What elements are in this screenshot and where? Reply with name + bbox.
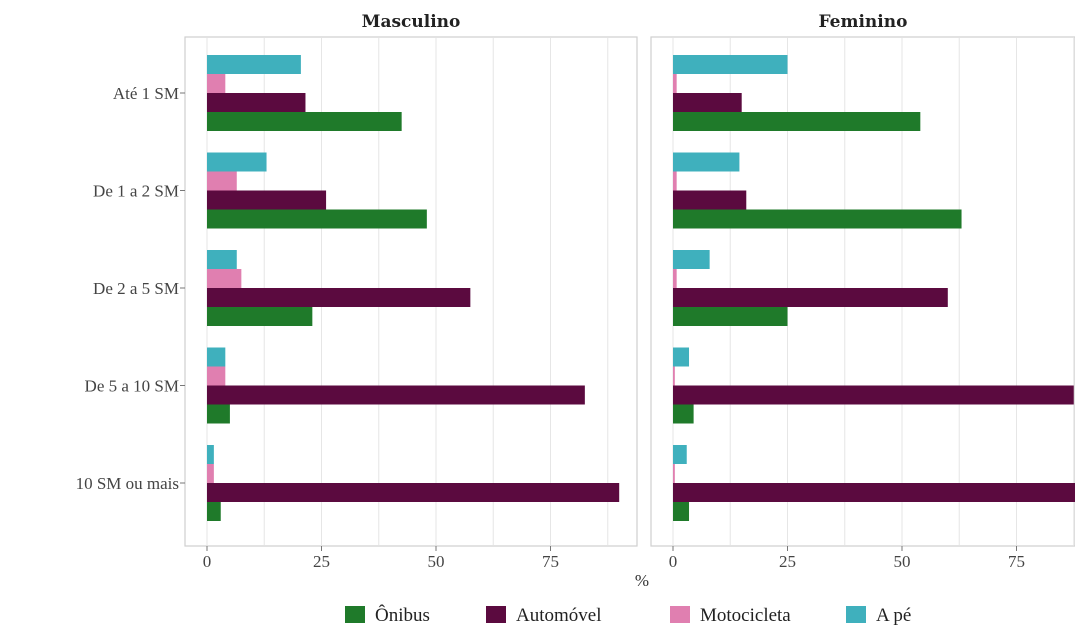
bar-feminino-onibus-ate-1-sm: [673, 112, 921, 131]
bar-masculino-onibus-10-sm-ou-mais: [207, 502, 221, 521]
bar-masculino-motocicleta-de-5-a-10-sm: [207, 366, 226, 386]
bar-masculino-onibus-de-2-a-5-sm: [207, 307, 313, 326]
legend-label: Ônibus: [375, 604, 430, 626]
bar-feminino-a-pe-ate-1-sm: [673, 55, 788, 74]
bar-masculino-automovel-ate-1-sm: [207, 93, 306, 112]
bar-masculino-automovel-de-1-a-2-sm: [207, 190, 327, 210]
bar-feminino-automovel-ate-1-sm: [673, 93, 742, 112]
bar-masculino-onibus-de-5-a-10-sm: [207, 404, 230, 424]
x-tick-label: 50: [894, 552, 911, 571]
bar-feminino-a-pe-de-2-a-5-sm: [673, 250, 710, 269]
legend-label: Automóvel: [516, 605, 602, 626]
category-label-de-5-a-10-sm: De 5 a 10 SM: [85, 377, 179, 396]
bar-masculino-automovel-de-5-a-10-sm: [207, 385, 585, 405]
bar-masculino-motocicleta-ate-1-sm: [207, 74, 226, 93]
x-tick-label: 75: [542, 552, 559, 571]
bar-masculino-onibus-de-1-a-2-sm: [207, 209, 427, 229]
category-label-de-1-a-2-sm: De 1 a 2 SM: [93, 182, 179, 201]
legend-swatch: [486, 606, 506, 623]
x-tick-label: 25: [779, 552, 796, 571]
bar-masculino-onibus-ate-1-sm: [207, 112, 402, 131]
bar-feminino-onibus-de-1-a-2-sm: [673, 209, 962, 229]
category-labels: Até 1 SM De 1 a 2 SM De 2 a 5 SM De 5 a 10 …: [76, 84, 185, 493]
category-label-de-2-a-5-sm: De 2 a 5 SM: [93, 279, 179, 298]
legend-swatch: [670, 606, 690, 623]
bar-masculino-automovel-de-2-a-5-sm: [207, 288, 471, 307]
bar-feminino-a-pe-10-sm-ou-mais: [673, 445, 687, 464]
bar-feminino-motocicleta-ate-1-sm: [673, 74, 677, 93]
panel-feminino: Feminino 0 25 50 75: [650, 12, 1075, 571]
legend-item-automovel: Automóvel: [486, 605, 602, 626]
bar-masculino-motocicleta-10-sm-ou-mais: [207, 464, 214, 483]
bar-masculino-a-pe-ate-1-sm: [207, 55, 301, 74]
x-tick-label: 50: [428, 552, 445, 571]
x-axis-title: %: [635, 571, 649, 590]
bar-feminino-motocicleta-de-5-a-10-sm: [673, 366, 675, 386]
bar-masculino-motocicleta-de-1-a-2-sm: [207, 171, 237, 191]
bar-feminino-motocicleta-de-2-a-5-sm: [673, 269, 677, 288]
x-tick-label: 0: [203, 552, 212, 571]
bar-feminino-automovel-de-2-a-5-sm: [673, 288, 948, 307]
bar-feminino-motocicleta-10-sm-ou-mais: [673, 464, 675, 483]
bar-feminino-a-pe-de-5-a-10-sm: [673, 347, 690, 367]
bar-feminino-automovel-de-5-a-10-sm: [673, 385, 1074, 405]
category-label-10-sm-ou-mais: 10 SM ou mais: [76, 474, 179, 493]
x-tick-label: 0: [669, 552, 678, 571]
bar-feminino-automovel-de-1-a-2-sm: [673, 190, 747, 210]
legend-label: Motocicleta: [700, 605, 791, 626]
legend-swatch: [846, 606, 866, 623]
bar-feminino-motocicleta-de-1-a-2-sm: [673, 171, 677, 191]
bar-masculino-automovel-10-sm-ou-mais: [207, 483, 620, 502]
legend-swatch: [345, 606, 365, 623]
facet-title-masculino: Masculino: [362, 12, 461, 32]
bar-feminino-onibus-de-5-a-10-sm: [673, 404, 694, 424]
bar-masculino-motocicleta-de-2-a-5-sm: [207, 269, 242, 288]
legend-item-motocicleta: Motocicleta: [670, 605, 791, 626]
category-label-ate-1-sm: Até 1 SM: [113, 84, 179, 103]
bar-masculino-a-pe-de-5-a-10-sm: [207, 347, 226, 367]
facet-title-feminino: Feminino: [819, 12, 908, 32]
bar-masculino-a-pe-de-1-a-2-sm: [207, 152, 267, 172]
legend: Ônibus Automóvel Motocicleta A pé: [345, 604, 911, 626]
legend-item-a-pe: A pé: [846, 605, 911, 626]
x-tick-label: 25: [313, 552, 330, 571]
bar-feminino-automovel-10-sm-ou-mais: [673, 483, 1075, 502]
bar-masculino-a-pe-de-2-a-5-sm: [207, 250, 237, 269]
bar-feminino-onibus-de-2-a-5-sm: [673, 307, 788, 326]
legend-item-onibus: Ônibus: [345, 604, 430, 626]
bar-feminino-onibus-10-sm-ou-mais: [673, 502, 690, 521]
legend-label: A pé: [876, 605, 911, 626]
x-tick-label: 75: [1008, 552, 1025, 571]
bar-masculino-a-pe-10-sm-ou-mais: [207, 445, 214, 464]
panel-masculino: Masculino 0 25 50 75: [184, 12, 638, 571]
chart-panels: Masculino 0 25 50 75 Feminino 0 25 50 75: [184, 12, 1075, 571]
bar-feminino-a-pe-de-1-a-2-sm: [673, 152, 740, 172]
